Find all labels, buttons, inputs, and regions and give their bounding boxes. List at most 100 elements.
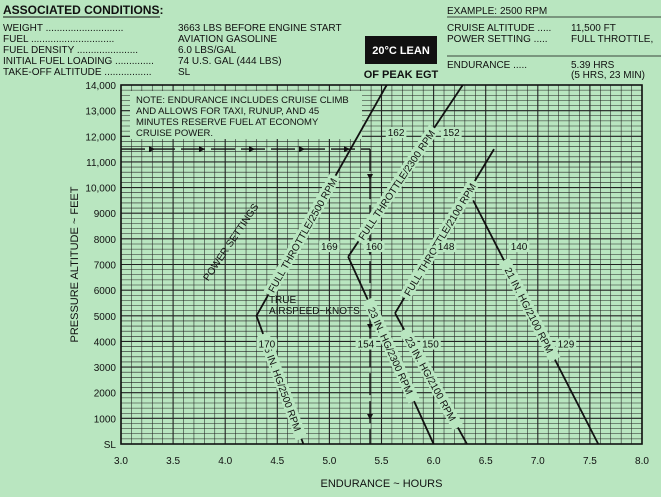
y-tick-label: SL [104, 440, 117, 451]
condition-label: INITIAL FUEL LOADING .............. [3, 56, 154, 67]
airspeed-label: 162 [388, 128, 405, 139]
y-tick-label: 4000 [94, 337, 117, 348]
example-arrow [199, 146, 205, 153]
y-tick-label: 11,000 [86, 158, 116, 169]
airspeed-label-background [508, 241, 530, 253]
y-tick-label: 7000 [94, 261, 117, 272]
example-list: CRUISE ALTITUDE ..... 11,500 FT POWER SETT… [447, 23, 661, 81]
example-rpm: 2500 RPM [500, 6, 547, 17]
airspeed-label: 154 [358, 340, 375, 351]
series-label-background [263, 172, 341, 298]
x-axis-ticks: 3.0 3.5 4.0 4.5 5.0 5.5 6.0 6.5 7.0 7.5 8.0 [114, 456, 649, 467]
airspeed-label: 140 [511, 242, 528, 253]
example-label: CRUISE ALTITUDE ..... [447, 23, 551, 34]
airspeed-label: 160 [366, 242, 383, 253]
series-label-background [257, 331, 308, 441]
example-value: 5.39 HRS [571, 60, 615, 71]
series-label-background [398, 326, 464, 431]
power-settings-label: POWER SETTINGS [202, 202, 262, 284]
example-value: 11,500 FT [571, 23, 616, 34]
x-tick-label: 4.5 [270, 456, 284, 467]
series-label-background [399, 177, 480, 301]
lean-caption: OF PEAK EGT [364, 69, 439, 81]
condition-label: FUEL DENSITY ...................... [3, 45, 138, 56]
example-arrow-down [367, 174, 374, 180]
airspeed-label: 148 [438, 242, 455, 253]
condition-value: 74 U.S. GAL (444 LBS) [178, 56, 282, 67]
airspeed-label: 152 [443, 128, 460, 139]
example-label: POWER SETTING ..... [447, 34, 548, 45]
y-tick-label: 14,000 [85, 81, 116, 92]
condition-value: SL [178, 67, 191, 78]
airspeed-label: 169 [321, 242, 338, 253]
y-tick-label: 12,000 [85, 132, 116, 143]
x-tick-label: 8.0 [635, 456, 649, 467]
series-label: 25 IN. HG/2500 RPM [259, 341, 302, 434]
condition-label: WEIGHT ............................ [3, 23, 123, 34]
condition-value: 3663 LBS BEFORE ENGINE START [178, 23, 342, 34]
example-arrow-down [367, 324, 374, 330]
condition-label: TAKE-OFF ALTITUDE ................. [3, 67, 152, 78]
x-tick-label: 7.0 [531, 456, 545, 467]
note-text: NOTE: ENDURANCE INCLUDES CRUISE CLIMBAND… [136, 95, 349, 139]
x-tick-label: 3.0 [114, 456, 128, 467]
conditions-list: WEIGHT ............................ 3663 … [3, 23, 342, 78]
example-arrow [149, 146, 155, 153]
airspeed-label-background [555, 338, 577, 350]
example-value: FULL THROTTLE, [571, 34, 653, 45]
condition-value: AVIATION GASOLINE [178, 34, 277, 45]
series-label: FULL THROTTLE/2300 RPM [357, 129, 438, 243]
airspeed-label-background [363, 241, 385, 253]
airspeed-label-background [256, 338, 278, 350]
conditions-heading: ASSOCIATED CONDITIONS: [3, 3, 163, 17]
lean-box [365, 36, 437, 64]
example-arrow [249, 146, 255, 153]
y-tick-label: 13,000 [85, 107, 116, 118]
series-label-background [353, 124, 440, 245]
note-line: NOTE: ENDURANCE INCLUDES CRUISE CLIMB [136, 95, 349, 106]
lean-box-text: 20°C LEAN [372, 45, 430, 57]
x-tick-label: 7.5 [583, 456, 597, 467]
plot-frame [120, 84, 643, 445]
series-label-background [362, 297, 420, 404]
airspeed-label-background [441, 127, 462, 139]
note-line: CRUISE POWER. [136, 128, 213, 139]
y-tick-label: 3000 [94, 363, 117, 374]
note-line: MINUTES RESERVE FUEL AT ECONOMY [136, 117, 319, 128]
airspeed-label: 129 [558, 340, 575, 351]
true-airspeed-label: TRUE [269, 295, 297, 306]
y-axis-ticks: SL 1000 2000 3000 4000 5000 6000 7000 8000 9000 10… [85, 81, 116, 451]
y-tick-label: 5000 [94, 312, 117, 323]
airspeed-label-background [355, 338, 377, 350]
true-airspeed-label: AIRSPEED~KNOTS [269, 306, 360, 317]
example-path [121, 146, 374, 444]
example-arrow-down [367, 414, 374, 420]
example-label: ENDURANCE ..... [447, 60, 527, 71]
condition-label: FUEL .............................. [3, 34, 114, 45]
example-value: (5 HRS, 23 MIN) [571, 70, 645, 81]
series-label: FULL THROTTLE/2100 RPM [403, 182, 479, 299]
condition-value: 6.0 LBS/GAL [178, 45, 237, 56]
airspeed-label-background [420, 338, 441, 350]
x-tick-label: 6.5 [479, 456, 493, 467]
y-tick-label: 1000 [94, 414, 117, 425]
airspeed-label: 170 [259, 340, 276, 351]
airspeed-label-background [435, 241, 457, 253]
example-heading: EXAMPLE: [447, 6, 497, 17]
y-tick-label: 8000 [94, 235, 117, 246]
example-arrow [344, 146, 350, 153]
x-tick-label: 3.5 [166, 456, 180, 467]
x-tick-label: 5.0 [322, 456, 336, 467]
y-axis-label: PRESSURE ALTITUDE ~ FEET [69, 186, 81, 342]
x-axis-label: ENDURANCE ~ HOURS [321, 478, 443, 490]
example-arrow [299, 146, 305, 153]
x-tick-label: 6.0 [427, 456, 441, 467]
y-tick-label: 9000 [94, 209, 117, 220]
x-tick-label: 4.0 [218, 456, 232, 467]
x-tick-label: 5.5 [375, 456, 389, 467]
airspeed-label-background [385, 127, 407, 139]
y-tick-label: 6000 [94, 286, 117, 297]
note-background [130, 91, 362, 139]
note-line: AND ALLOWS FOR TAXI, RUNUP, AND 45 [136, 106, 319, 117]
